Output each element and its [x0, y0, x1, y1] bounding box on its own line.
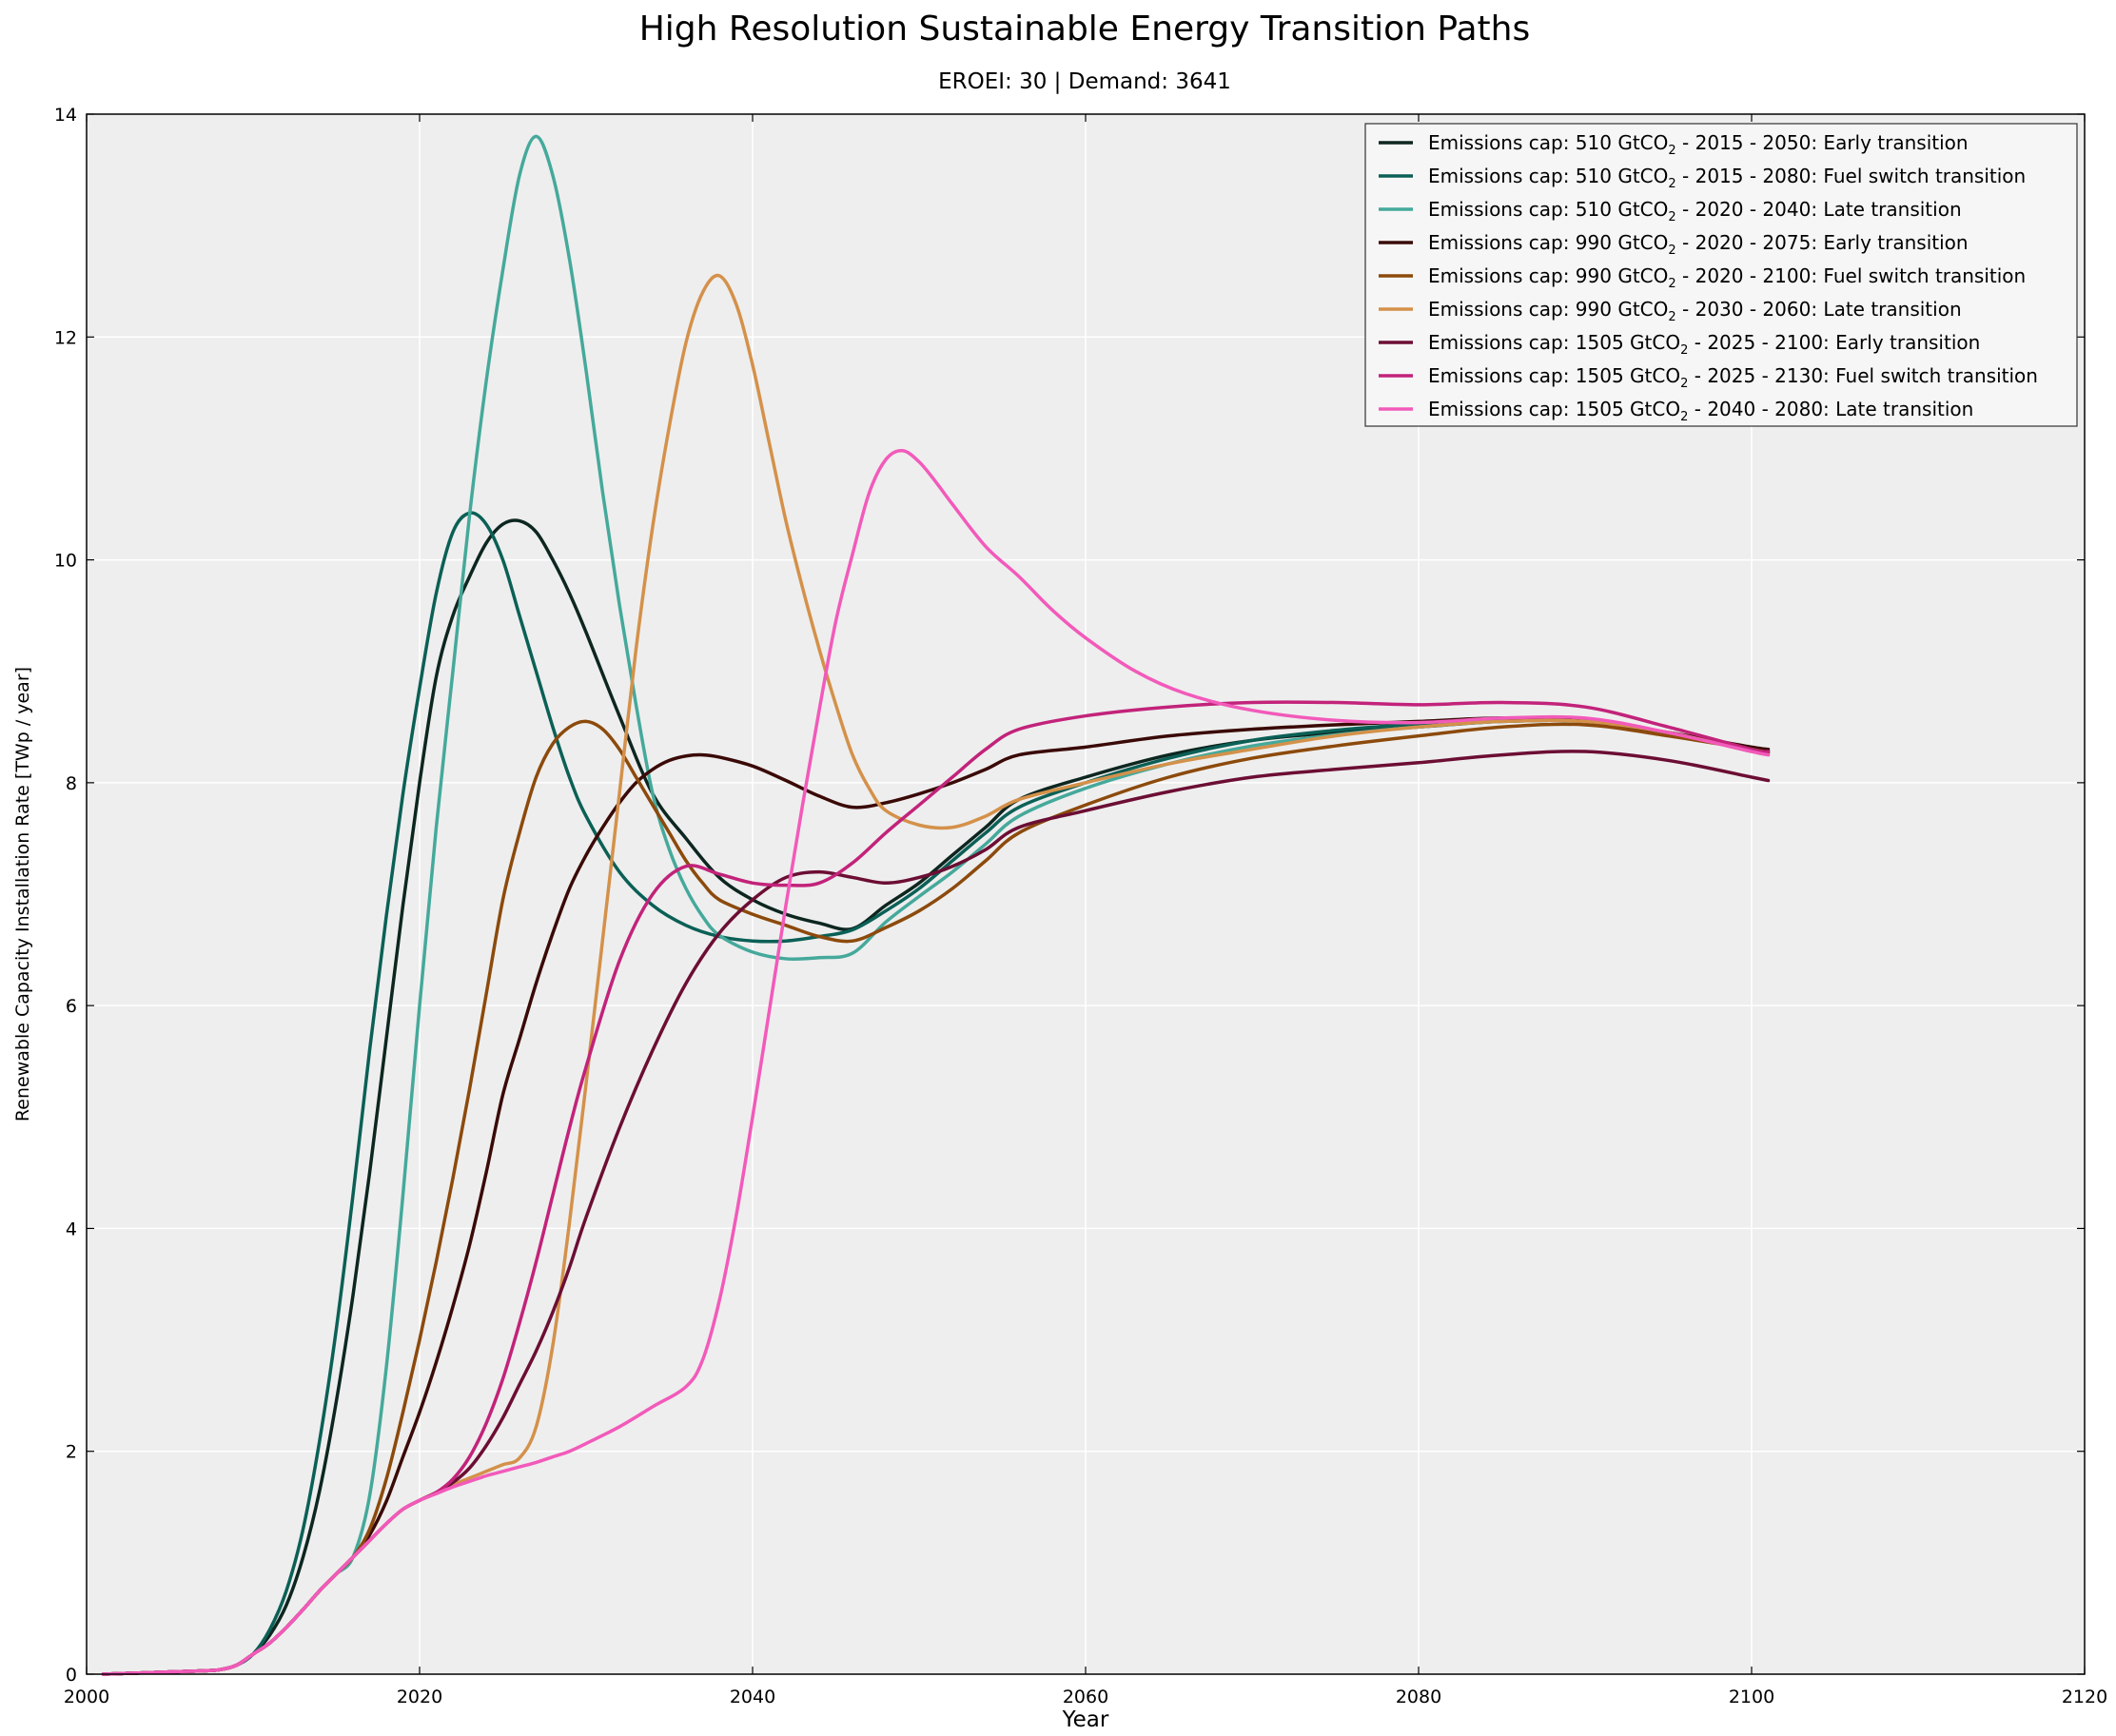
legend-label-suffix: - 2015 - 2080: Fuel switch transition — [1676, 165, 2027, 187]
x-tick-label: 2120 — [2062, 1687, 2107, 1707]
legend-label-subscript: 2 — [1668, 144, 1675, 158]
legend-entry: Emissions cap: 1505 GtCO2 - 2025 - 2130:… — [1428, 364, 2038, 391]
x-tick-label: 2080 — [1396, 1687, 1441, 1707]
legend-label-prefix: Emissions cap: 510 GtCO — [1428, 165, 1668, 187]
legend-label-subscript: 2 — [1680, 410, 1688, 424]
legend-label-subscript: 2 — [1668, 177, 1675, 191]
legend-label-prefix: Emissions cap: 990 GtCO — [1428, 298, 1668, 321]
legend-label-subscript: 2 — [1680, 343, 1688, 358]
chart-subtitle: EROEI: 30 | Demand: 3641 — [938, 69, 1231, 94]
legend-label-prefix: Emissions cap: 990 GtCO — [1428, 231, 1668, 254]
legend-entry: Emissions cap: 510 GtCO2 - 2020 - 2040: … — [1428, 198, 1962, 224]
x-tick-label: 2060 — [1063, 1687, 1108, 1707]
legend-label-suffix: - 2030 - 2060: Late transition — [1676, 298, 1962, 321]
series-line-2 — [101, 511, 1771, 1676]
legend-label-suffix: - 2040 - 2080: Late transition — [1688, 398, 1973, 420]
legend-label-subscript: 2 — [1668, 210, 1675, 224]
y-tick-label: 12 — [54, 327, 77, 348]
legend-label-subscript: 2 — [1668, 310, 1675, 324]
x-tick-label: 2100 — [1729, 1687, 1774, 1707]
x-tick-label: 2020 — [397, 1687, 442, 1707]
legend-label-prefix: Emissions cap: 1505 GtCO — [1428, 398, 1680, 420]
series-layer — [101, 134, 1771, 1676]
legend-label-prefix: Emissions cap: 990 GtCO — [1428, 264, 1668, 287]
y-tick-label: 0 — [66, 1665, 77, 1686]
chart-title: High Resolution Sustainable Energy Trans… — [639, 10, 1531, 49]
legend-label-subscript: 2 — [1668, 244, 1675, 258]
legend-label-prefix: Emissions cap: 510 GtCO — [1428, 198, 1668, 221]
legend-label-suffix: - 2020 - 2100: Fuel switch transition — [1676, 264, 2027, 287]
legend-label-prefix: Emissions cap: 1505 GtCO — [1428, 364, 1680, 387]
legend-entry: Emissions cap: 990 GtCO2 - 2030 - 2060: … — [1428, 298, 1962, 324]
legend-box — [1364, 123, 2078, 427]
y-tick-label: 4 — [66, 1219, 77, 1239]
x-tick-label: 2040 — [730, 1687, 775, 1707]
y-tick-label: 14 — [54, 105, 77, 126]
legend-entry: Emissions cap: 510 GtCO2 - 2015 - 2080: … — [1428, 165, 2026, 191]
y-tick-label: 2 — [66, 1442, 77, 1463]
legend-label-suffix: - 2020 - 2040: Late transition — [1676, 198, 1962, 221]
legend-label-suffix: - 2025 - 2130: Fuel switch transition — [1688, 364, 2038, 387]
legend-label-suffix: - 2025 - 2100: Early transition — [1688, 331, 1980, 354]
legend-label-prefix: Emissions cap: 1505 GtCO — [1428, 331, 1680, 354]
legend-label-suffix: - 2020 - 2075: Early transition — [1676, 231, 1969, 254]
legend-entry: Emissions cap: 510 GtCO2 - 2015 - 2050: … — [1428, 131, 1969, 158]
legend-entry: Emissions cap: 1505 GtCO2 - 2040 - 2080:… — [1428, 398, 1973, 424]
legend-label-subscript: 2 — [1668, 277, 1675, 291]
y-tick-label: 6 — [66, 996, 77, 1017]
legend-label-prefix: Emissions cap: 510 GtCO — [1428, 131, 1668, 154]
x-tick-label: 2000 — [64, 1687, 109, 1707]
y-tick-label: 8 — [66, 773, 77, 794]
series-line-1 — [101, 518, 1771, 1676]
axis-ticks: 2000 2020 2040 2060 2080 2100 2120 0 2 4 6 8 10 12 14 — [54, 105, 2107, 1707]
x-axis-label: Year — [1062, 1707, 1109, 1732]
legend-entry: Emissions cap: 990 GtCO2 - 2020 - 2075: … — [1428, 231, 1969, 258]
legend-entry: Emissions cap: 1505 GtCO2 - 2025 - 2100:… — [1428, 331, 1980, 358]
y-tick-label: 10 — [54, 551, 77, 572]
series-line-9 — [101, 449, 1771, 1676]
legend: Emissions cap: 510 GtCO2 - 2015 - 2050: … — [1364, 123, 2078, 427]
legend-label-subscript: 2 — [1680, 377, 1688, 391]
legend-label-suffix: - 2015 - 2050: Early transition — [1676, 131, 1969, 154]
y-axis-label: Renewable Capacity Installation Rate [TW… — [12, 667, 33, 1122]
legend-entry: Emissions cap: 990 GtCO2 - 2020 - 2100: … — [1428, 264, 2026, 291]
